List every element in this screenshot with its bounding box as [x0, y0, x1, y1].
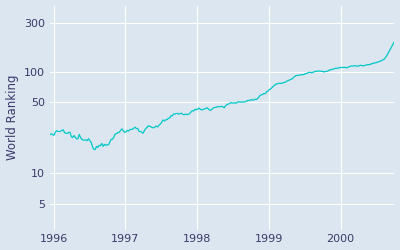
Y-axis label: World Ranking: World Ranking [6, 75, 18, 160]
